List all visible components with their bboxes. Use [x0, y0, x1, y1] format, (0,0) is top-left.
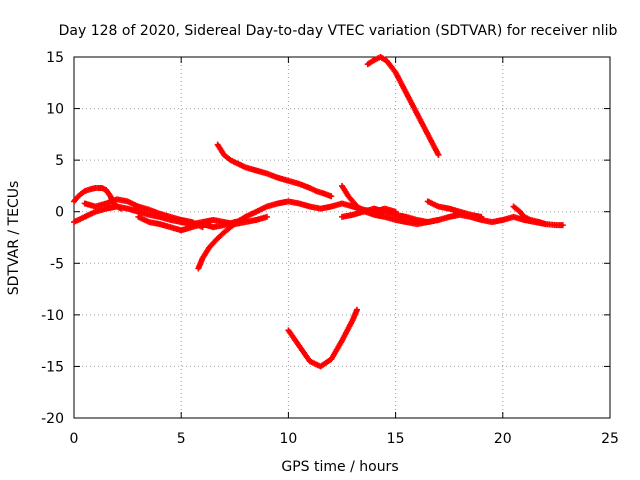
- data-point: [435, 151, 442, 158]
- series-arc-3: [81, 196, 206, 231]
- x-tick-label: 15: [387, 431, 405, 447]
- data-point: [559, 222, 566, 229]
- series-layer: [71, 54, 566, 370]
- series-arc-9: [364, 54, 442, 158]
- y-tick-label: 0: [55, 205, 64, 221]
- data-point: [542, 221, 549, 228]
- plot-frame: [73, 56, 611, 419]
- y-tick-label: 15: [46, 50, 64, 66]
- series-arc-5: [195, 213, 249, 272]
- series-arc-13: [510, 203, 549, 228]
- series-arc-6: [214, 141, 335, 200]
- data-point: [263, 213, 270, 220]
- chart-title: Day 128 of 2020, Sidereal Day-to-day VTE…: [59, 23, 618, 39]
- data-point: [328, 193, 335, 200]
- grid: [74, 57, 610, 418]
- y-tick-label: -5: [50, 256, 64, 272]
- x-tick-label: 10: [279, 431, 297, 447]
- y-axis-label: SDTVAR / TECUs: [6, 181, 22, 296]
- x-tick-label: 20: [494, 431, 512, 447]
- y-tick-label: -15: [41, 359, 64, 375]
- y-tick-label: 10: [46, 102, 64, 118]
- x-tick-label: 5: [177, 431, 186, 447]
- axes: [73, 56, 611, 419]
- series-arc-8: [285, 306, 361, 370]
- series-arc-12: [424, 198, 485, 220]
- series-arc-11: [339, 205, 566, 229]
- x-tick-label: 25: [601, 431, 619, 447]
- data-point: [478, 213, 485, 220]
- y-tick-label: -10: [41, 308, 64, 324]
- y-tick-label: 5: [55, 153, 64, 169]
- x-tick-label: 0: [70, 431, 79, 447]
- x-axis-label: GPS time / hours: [281, 459, 398, 475]
- y-tick-label: -20: [41, 411, 64, 427]
- data-point: [354, 306, 361, 313]
- ticks: 0 5 10 15 20 25 -20 -15 -10 -5 0 5 10 15: [41, 50, 619, 447]
